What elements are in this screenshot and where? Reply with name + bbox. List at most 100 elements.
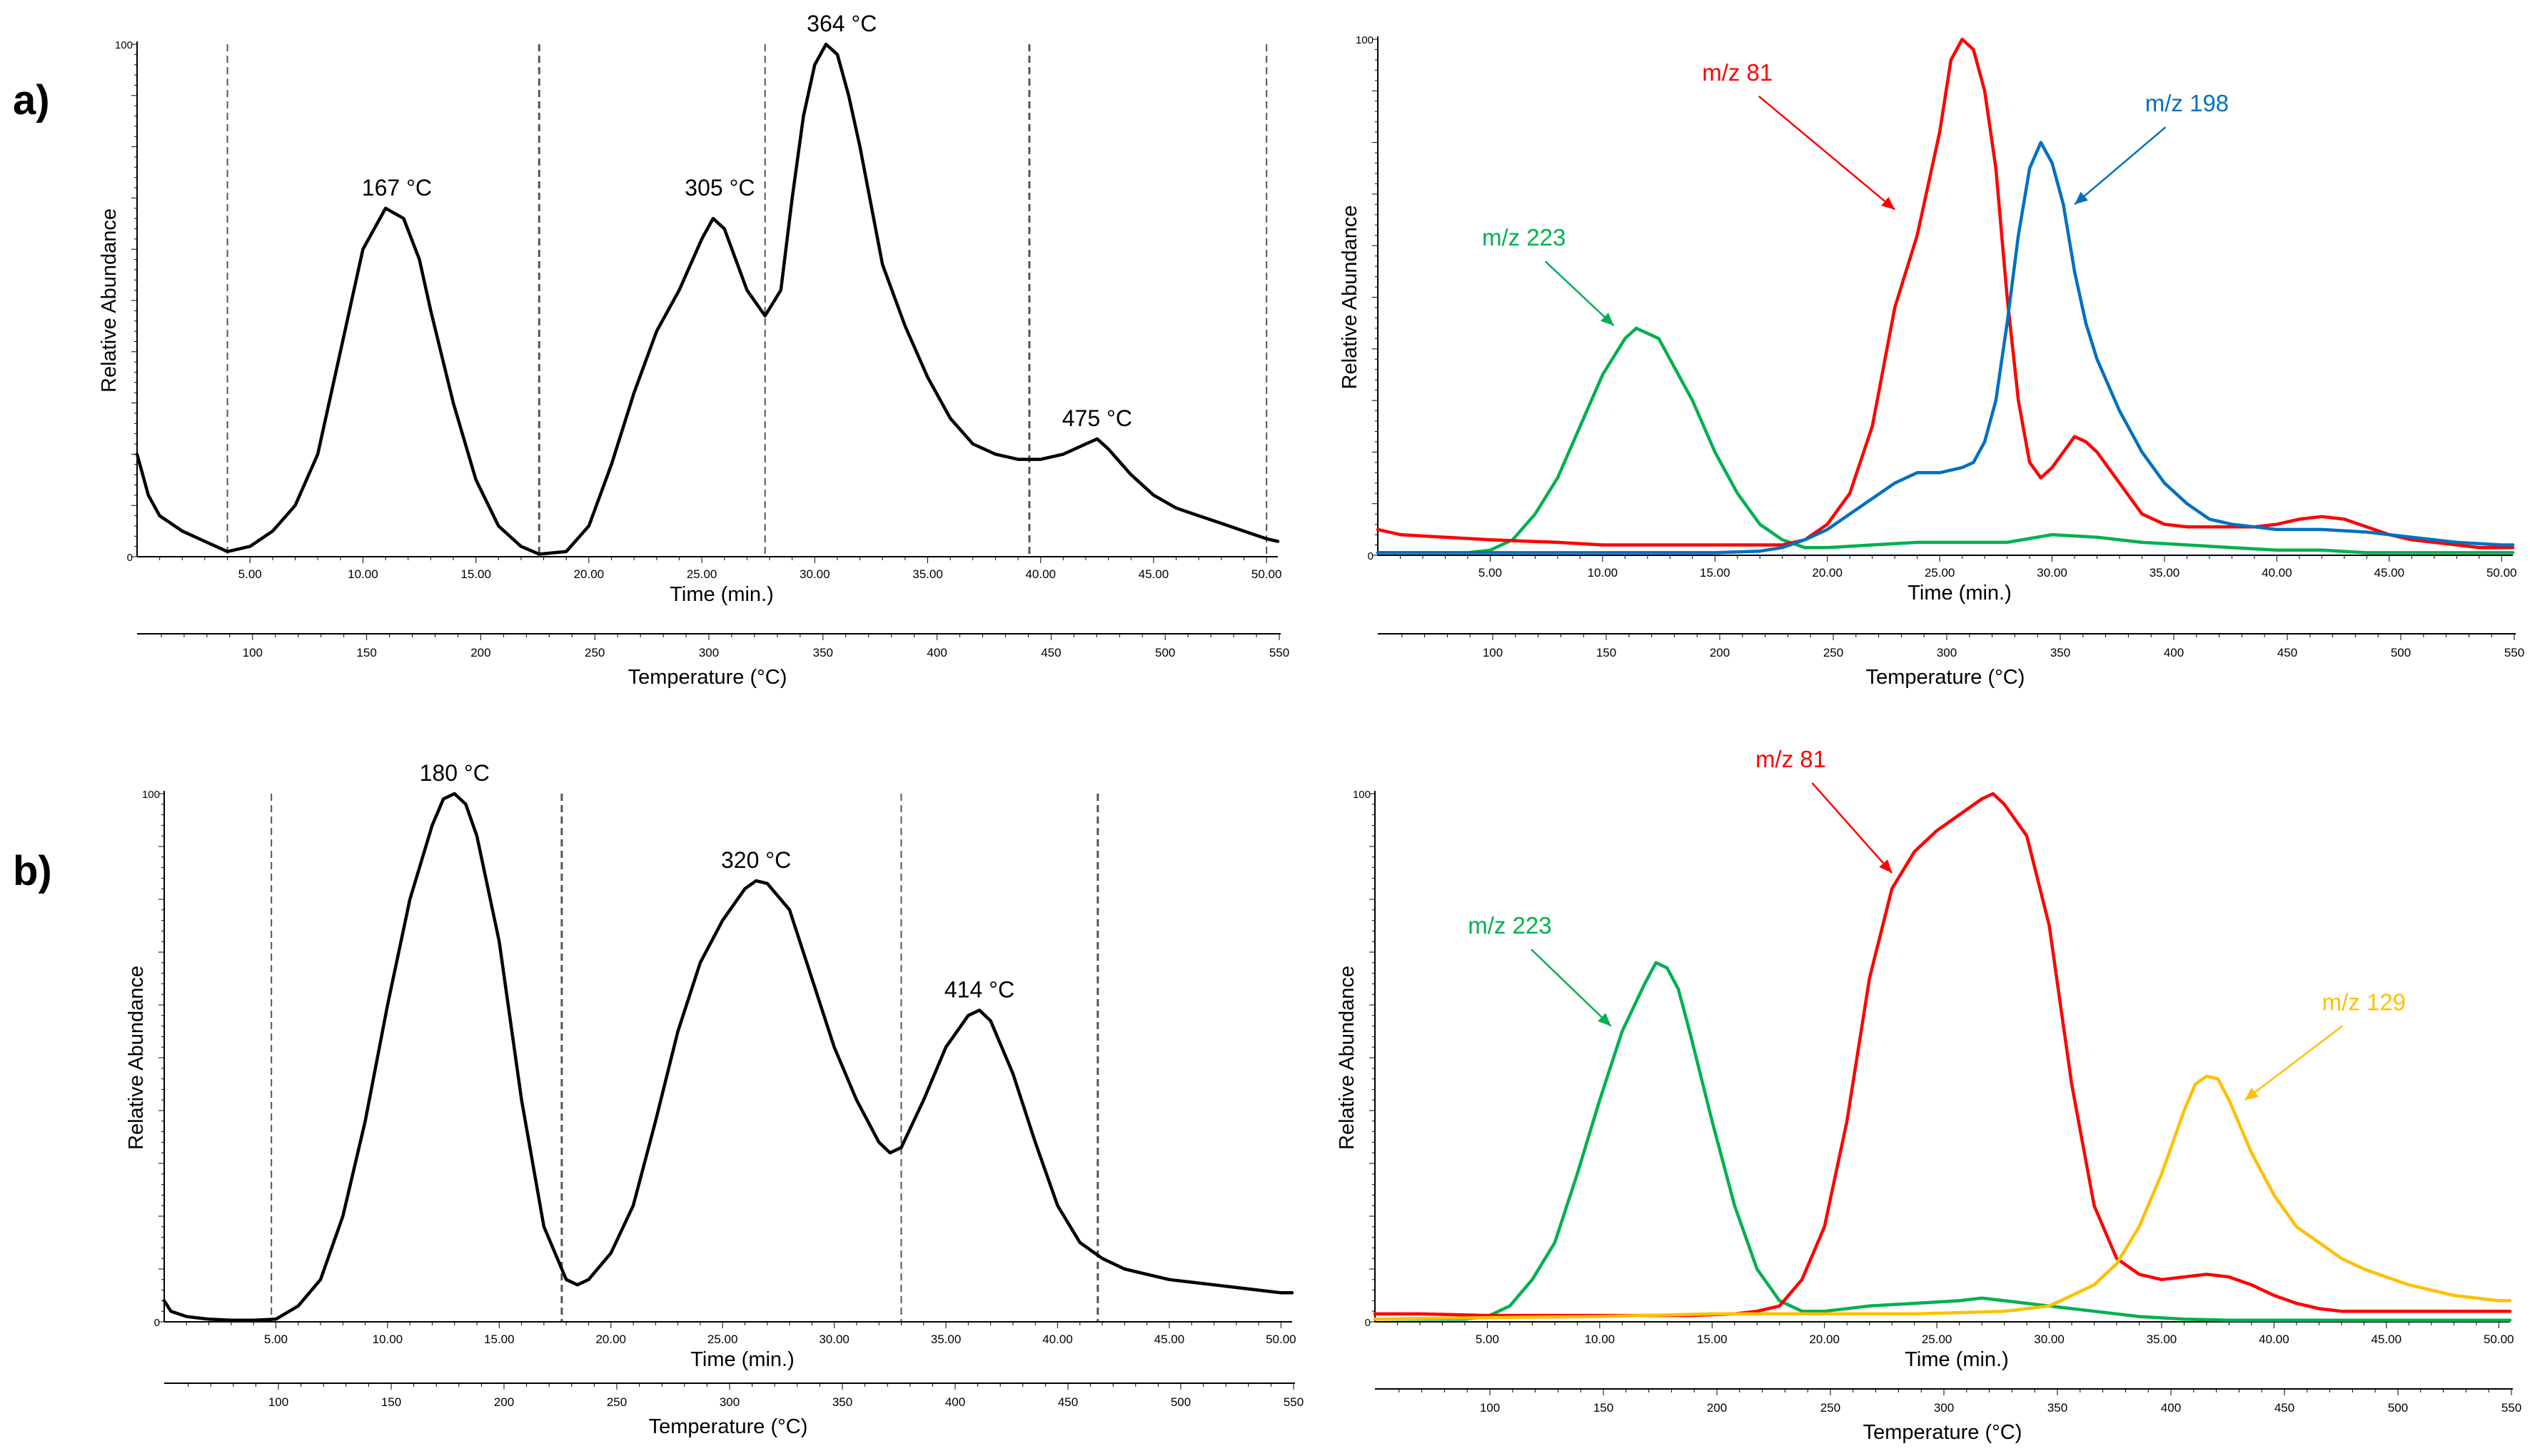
x-tick-label: 20.00 [574, 567, 605, 581]
temperature-tick-label: 350 [2050, 646, 2070, 659]
temperature-tick-label: 150 [1593, 1401, 1613, 1415]
x-tick-label: 10.00 [1585, 1333, 1616, 1346]
x-tick-label: 5.00 [1476, 1333, 1499, 1346]
series-line-m-z-223 [1376, 326, 2515, 555]
x-tick-label: 50.00 [2484, 1333, 2514, 1346]
annotation-arrowhead [1881, 196, 1895, 210]
x-tick-label: 20.00 [1809, 1333, 1840, 1346]
x-tick-label: 10.00 [373, 1333, 403, 1346]
x-tick-label: 5.00 [238, 567, 262, 581]
x-axis-title: Time (min.) [1905, 1348, 2009, 1371]
x-tick-label: 15.00 [1697, 1333, 1728, 1346]
x-tick-label: 25.00 [707, 1333, 738, 1346]
x-tick-label: 5.00 [1478, 566, 1502, 580]
peak-temperature-label: 167 °C [362, 175, 432, 201]
chart-a-left: 0 100 5.00 10.00 15.00 20.00 25.00 30.00 35.00 40… [98, 11, 1289, 689]
y-axis-title: Relative Abundance [1336, 966, 1359, 1150]
x-tick-label: 30.00 [819, 1333, 850, 1346]
temperature-tick-label: 200 [470, 646, 490, 659]
x-axis-title: Time (min.) [670, 583, 774, 606]
series-line-m-z-198 [1376, 141, 2515, 555]
y-tick-label: 100 [115, 39, 133, 51]
y-axis-title: Relative Abundance [125, 966, 148, 1150]
annotation-arrow [2244, 1025, 2344, 1101]
y-axis-title: Relative Abundance [1339, 206, 1361, 390]
peak-temperature-label: 475 °C [1062, 405, 1132, 431]
series-annotation: m/z 81 [1702, 59, 1773, 86]
x-tick-label: 45.00 [1154, 1333, 1185, 1346]
chart-b-left: 0 100 5.00 10.00 15.00 20.00 25.00 30.00 35.00 40… [125, 760, 1304, 1438]
temperature-tick-label: 550 [1269, 646, 1289, 659]
x-tick-label: 40.00 [1042, 1333, 1073, 1346]
y-tick-label: 0 [1365, 1317, 1371, 1329]
annotation-arrow [1758, 95, 1895, 211]
x-tick-label: 45.00 [2372, 1333, 2402, 1346]
x-tick-label: 15.00 [484, 1333, 515, 1346]
x-tick-label: 25.00 [687, 567, 717, 581]
temperature-tick-label: 250 [1820, 1401, 1840, 1415]
chart-b-right: 0 100 5.00 10.00 15.00 20.00 25.00 30.00 35.00 40… [1336, 746, 2521, 1444]
annotation-arrowhead [1879, 859, 1893, 873]
peak-temperature-label: 305 °C [685, 175, 755, 201]
x-tick-label: 20.00 [595, 1333, 626, 1346]
temperature-axis-title: Temperature (°C) [1866, 666, 2025, 689]
annotation-arrow [1811, 782, 1893, 874]
peak-temperature-label: 320 °C [721, 847, 791, 873]
annotation-arrowhead [2075, 191, 2088, 205]
x-axis-title: Time (min.) [1907, 582, 2012, 605]
x-tick-label: 35.00 [2150, 566, 2180, 580]
temperature-tick-label: 150 [1596, 646, 1616, 659]
y-tick-label: 100 [1353, 789, 1371, 801]
temperature-tick-label: 450 [2277, 646, 2297, 659]
x-axis-title: Time (min.) [690, 1348, 795, 1371]
x-tick-label: 10.00 [1588, 566, 1618, 580]
temperature-tick-label: 150 [356, 646, 376, 659]
annotation-arrow [1531, 949, 1612, 1027]
x-tick-label: 40.00 [1025, 567, 1056, 581]
y-tick-label: 0 [1368, 550, 1374, 562]
temperature-tick-label: 500 [1171, 1395, 1191, 1409]
temperature-tick-label: 300 [720, 1395, 740, 1409]
panel-a-label: a) [13, 77, 50, 123]
temperature-tick-label: 550 [2501, 1401, 2521, 1415]
x-tick-label: 20.00 [1812, 566, 1843, 580]
temperature-tick-label: 100 [268, 1395, 288, 1409]
temperature-tick-label: 450 [1041, 646, 1061, 659]
temperature-tick-label: 550 [2504, 646, 2524, 659]
temperature-tick-label: 200 [494, 1395, 514, 1409]
temperature-tick-label: 450 [2274, 1401, 2294, 1415]
x-tick-label: 40.00 [2259, 1333, 2289, 1346]
series-annotation: m/z 129 [2322, 989, 2406, 1015]
annotation-arrowhead [1598, 1013, 1611, 1026]
peak-temperature-label: 414 °C [944, 976, 1014, 1002]
series-line-m-z-223 [1373, 961, 2512, 1323]
temperature-tick-label: 500 [2388, 1401, 2408, 1415]
x-tick-label: 15.00 [460, 567, 491, 581]
series-annotation: m/z 223 [1468, 912, 1551, 939]
series-annotation: m/z 198 [2145, 90, 2229, 116]
x-tick-label: 35.00 [912, 567, 943, 581]
temperature-tick-label: 350 [2047, 1401, 2067, 1415]
series-annotation: m/z 81 [1755, 746, 1826, 772]
x-tick-label: 30.00 [800, 567, 830, 581]
y-axis-title: Relative Abundance [98, 208, 121, 393]
annotation-arrow [1544, 261, 1615, 327]
x-tick-label: 50.00 [1266, 1333, 1296, 1346]
temperature-tick-label: 250 [607, 1395, 627, 1409]
series-line-tic [135, 42, 1280, 556]
temperature-tick-label: 400 [2161, 1401, 2181, 1415]
series-line-m-z-81 [1373, 792, 2512, 1318]
y-tick-label: 100 [142, 789, 160, 801]
temperature-tick-label: 250 [585, 646, 605, 659]
series-annotation: m/z 223 [1482, 224, 1566, 251]
temperature-tick-label: 200 [1707, 1401, 1727, 1415]
temperature-tick-label: 500 [2391, 646, 2411, 659]
x-tick-label: 45.00 [1139, 567, 1169, 581]
annotation-arrowhead [1600, 313, 1614, 326]
x-tick-label: 5.00 [264, 1333, 288, 1346]
panel-b-label: b) [13, 848, 52, 894]
annotation-arrowhead [2244, 1087, 2259, 1101]
x-tick-label: 15.00 [1700, 566, 1730, 580]
temperature-tick-label: 350 [832, 1395, 852, 1409]
